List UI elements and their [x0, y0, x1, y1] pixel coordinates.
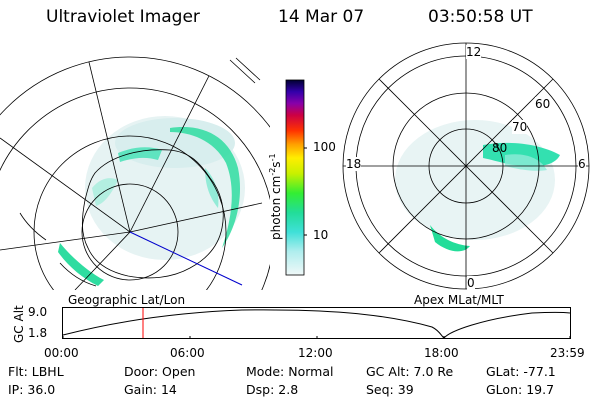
- apex-caption: Apex MLat/MLT: [414, 293, 504, 307]
- footer-ip: IP: 36.0: [8, 382, 56, 397]
- time-label: 03:50:58 UT: [428, 7, 533, 27]
- footer-gain: Gain: 14: [124, 382, 177, 397]
- mlt-lines: [343, 43, 589, 289]
- colorbar-tick-10: 10: [313, 228, 329, 242]
- mlat-label-80: 80: [492, 141, 508, 155]
- mlat-label-70: 70: [512, 120, 528, 134]
- orbit-xtick-0600: 06:00: [170, 346, 205, 360]
- colorbar-tick-100: 100: [313, 140, 336, 154]
- meridians: [0, 57, 263, 290]
- orbit-track-line: [129, 231, 243, 286]
- orbit-xtick-1200: 12:00: [298, 346, 333, 360]
- mlat-label-60: 60: [535, 97, 551, 111]
- orbit-xtick-1800: 18:00: [424, 346, 459, 360]
- footer-gc-alt: GC Alt: 7.0 Re: [366, 364, 454, 379]
- footer-mode: Mode: Normal: [246, 364, 334, 379]
- orbit-ylabel: GC Alt: [12, 305, 26, 343]
- mlt-label-12: 12: [466, 45, 482, 59]
- mlt-label-0: 0: [467, 276, 475, 290]
- instrument-title: Ultraviolet Imager: [46, 7, 200, 27]
- mlt-label-18: 18: [346, 157, 362, 171]
- orbit-ytick-max: 9.0: [28, 305, 48, 319]
- footer-flt: Flt: LBHL: [8, 364, 64, 379]
- aurora-oval: [395, 120, 560, 252]
- aurora-image: [58, 116, 245, 286]
- orbit-xtick-2359: 23:59: [550, 346, 585, 360]
- orbit-altitude-curve: [62, 309, 571, 339]
- footer-dsp: Dsp: 2.8: [246, 382, 299, 397]
- orbit-altitude-plot: [62, 307, 571, 339]
- mlt-label-6: 6: [578, 157, 586, 171]
- footer-glon: GLon: 19.7: [486, 382, 555, 397]
- date-label: 14 Mar 07: [278, 7, 365, 27]
- colorbar: [285, 79, 307, 276]
- orbit-xtick-0000: 00:00: [44, 346, 79, 360]
- mlat-mlt-polar-plot: [342, 42, 590, 290]
- orbit-ytick-min: 1.8: [28, 326, 48, 340]
- footer-glat: GLat: -77.1: [486, 364, 556, 379]
- footer-door: Door: Open: [124, 364, 196, 379]
- coastline: [81, 149, 224, 279]
- footer-seq: Seq: 39: [366, 382, 414, 397]
- geographic-map: [0, 56, 270, 290]
- latitude-circles: [0, 87, 270, 290]
- geographic-caption: Geographic Lat/Lon: [68, 293, 186, 307]
- colorbar-label: photon cm-2s-1: [268, 153, 283, 240]
